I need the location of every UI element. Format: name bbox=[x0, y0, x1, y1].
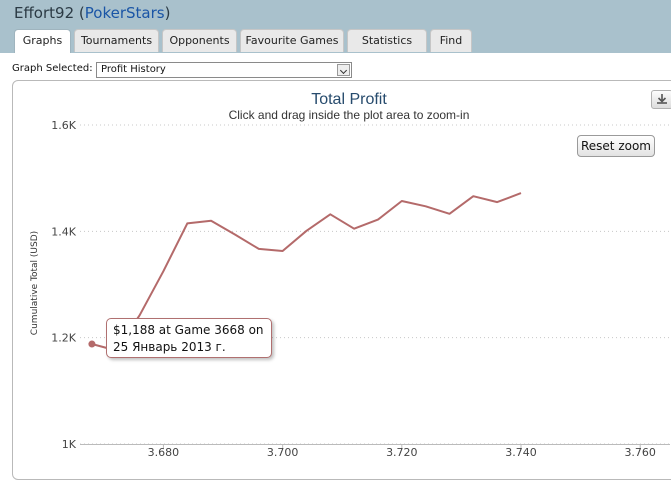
y-tick-label: 1.4K bbox=[51, 225, 76, 238]
tab-statistics[interactable]: Statistics bbox=[347, 29, 427, 52]
profit-chart[interactable]: Total Profit Click and drag inside the p… bbox=[0, 0, 671, 460]
data-point-tooltip: $1,188 at Game 3668 on 25 Январь 2013 г. bbox=[106, 318, 272, 358]
graph-select[interactable]: Profit History bbox=[96, 62, 352, 78]
player-name: Effort92 bbox=[14, 4, 75, 22]
site-open-paren: ( bbox=[78, 4, 85, 22]
x-tick-label: 3.680 bbox=[148, 446, 180, 459]
download-icon bbox=[657, 94, 667, 104]
reset-zoom-button[interactable]: Reset zoom bbox=[577, 135, 655, 157]
tooltip-line-1: $1,188 at Game 3668 on bbox=[113, 323, 264, 337]
y-axis-label: Cumulative Total (USD) bbox=[30, 231, 40, 335]
site-close-paren: ) bbox=[164, 4, 171, 22]
tab-favourite-games[interactable]: Favourite Games bbox=[240, 29, 344, 52]
player-title: Effort92 (PokerStars) bbox=[14, 4, 170, 22]
graph-select-value: Profit History bbox=[101, 64, 166, 75]
tab-opponents[interactable]: Opponents bbox=[162, 29, 237, 52]
chart-subtitle: Click and drag inside the plot area to z… bbox=[229, 108, 470, 122]
site-link[interactable]: PokerStars bbox=[84, 4, 165, 22]
tooltip-line-2: 25 Январь 2013 г. bbox=[113, 340, 226, 354]
x-tick-label: 3.740 bbox=[505, 446, 537, 459]
tab-graphs[interactable]: Graphs bbox=[14, 29, 71, 53]
grid-lines bbox=[80, 124, 670, 449]
hovered-point-marker[interactable] bbox=[88, 340, 96, 348]
export-button[interactable] bbox=[651, 90, 671, 109]
y-tick-label: 1K bbox=[62, 438, 77, 451]
x-tick-label: 3.720 bbox=[386, 446, 418, 459]
y-tick-label: 1.6K bbox=[51, 119, 76, 132]
chart-panel bbox=[12, 80, 671, 480]
series-profit bbox=[88, 192, 522, 352]
chart-title: Total Profit bbox=[311, 91, 387, 108]
tab-find[interactable]: Find bbox=[430, 29, 472, 52]
header-bar: Effort92 (PokerStars) Graphs Tournaments… bbox=[0, 0, 671, 53]
x-tick-label: 3.700 bbox=[267, 446, 299, 459]
series-line bbox=[91, 192, 522, 352]
tab-tournaments[interactable]: Tournaments bbox=[74, 29, 159, 52]
graph-selected-label: Graph Selected: bbox=[12, 63, 93, 74]
chevron-down-icon[interactable] bbox=[337, 64, 350, 76]
y-tick-label: 1.2K bbox=[51, 332, 76, 345]
x-tick-label: 3.760 bbox=[624, 446, 656, 459]
x-tick-labels: 3.680 3.700 3.720 3.740 3.760 bbox=[148, 446, 656, 459]
y-tick-labels: 1K 1.2K 1.4K 1.6K bbox=[51, 119, 76, 451]
